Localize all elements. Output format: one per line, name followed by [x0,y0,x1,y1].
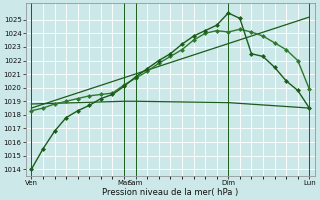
X-axis label: Pression niveau de la mer( hPa ): Pression niveau de la mer( hPa ) [102,188,238,197]
